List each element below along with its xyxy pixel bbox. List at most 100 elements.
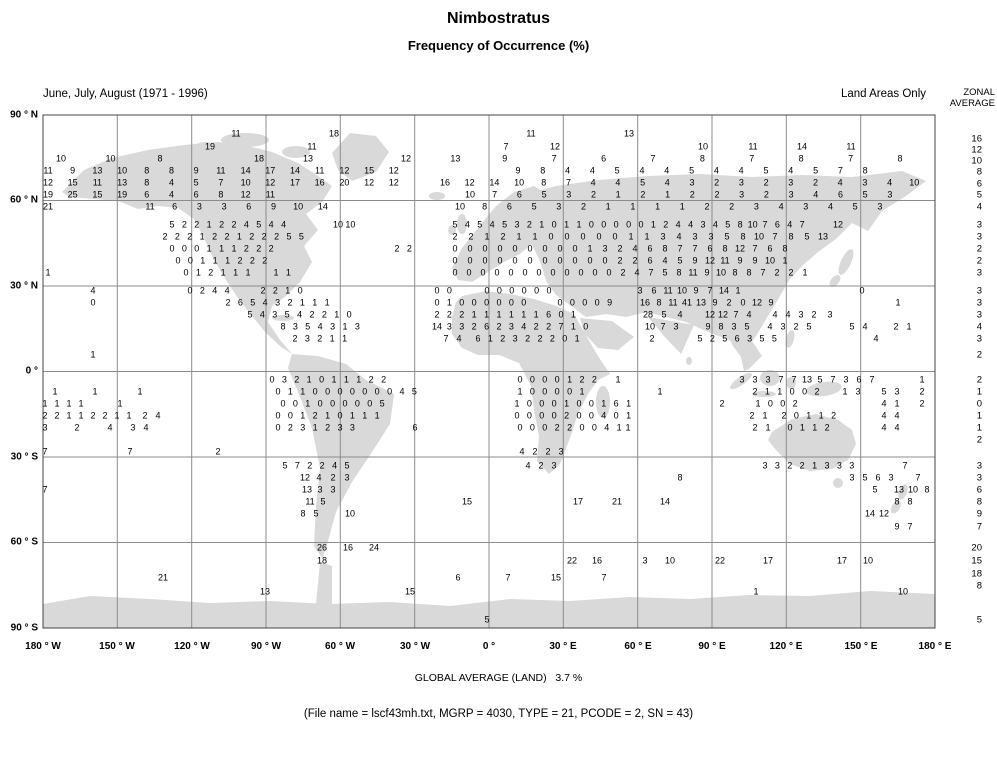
grid-value: 0 [349,386,355,397]
grid-value: 0 [496,285,502,296]
grid-value: 1 [312,297,318,308]
grid-value: 4 [813,189,819,200]
grid-value: 1 [615,189,621,200]
grid-value: 7 [902,460,908,471]
grid-value: 7 [778,374,784,385]
grid-value: 4 [632,243,638,254]
grid-value: 2 [774,267,780,278]
grid-value: 2 [617,243,623,254]
grid-value: 0 [514,410,520,421]
lat-tick-label: 60 ° N [10,194,38,206]
grid-value: 1 [616,422,622,433]
grid-value: 3 [708,231,714,242]
grid-value: 7 [692,243,698,254]
grid-value: 4 [881,410,887,421]
grid-value: 3 [888,472,894,483]
grid-value: 4 [837,177,843,188]
grid-value: 5 [452,219,458,230]
grid-value: 8 [907,496,913,507]
grid-value: 7 [648,267,654,278]
grid-value: 7 [707,285,713,296]
zonal-average-value: 3 [976,267,982,279]
grid-value: 2 [208,267,214,278]
grid-value: 0 [613,219,619,230]
grid-value: 0 [587,255,593,266]
grid-value: 4 [772,309,778,320]
grid-value: 3 [300,422,306,433]
grid-value: 6 [837,189,844,200]
map-border [42,114,936,629]
grid-value: 1 [245,267,251,278]
lon-tick-label: 60 ° E [624,641,652,652]
grid-value: 3 [689,177,695,188]
grid-value: 26 [316,542,328,553]
grid-value: 2 [162,231,168,242]
grid-value: 8 [662,243,668,254]
grid-value: 1 [206,243,212,254]
grid-value: 14 [864,508,876,519]
grid-value: 3 [344,472,350,483]
grid-value: 10 [664,555,676,566]
grid-value: 8 [540,165,546,176]
grid-value: 2 [381,374,387,385]
grid-value: 4 [168,189,175,200]
grid-value: 2 [325,422,331,433]
grid-value: 1 [516,231,522,242]
grid-value: 1 [626,398,632,409]
grid-value: 1 [66,398,72,409]
grid-value: 0 [317,398,323,409]
grid-value: 2 [142,410,148,421]
zonal-average-value: 3 [976,472,982,484]
grid-value: 13 [695,297,707,308]
grid-value: 0 [542,243,548,254]
grid-value: 0 [787,422,793,433]
lat-tick-label: 0 ° [25,365,38,377]
land-india [648,317,694,354]
grid-value: 0 [471,297,477,308]
grid-value: 0 [434,297,440,308]
grid-value: 10 [464,189,476,200]
grid-value: 5 [817,374,823,385]
land-arctic-islands [221,133,269,147]
grid-value: 0 [591,422,597,433]
grid-value: 4 [894,410,900,421]
grid-value: 0 [569,297,575,308]
grid-value: 8 [862,165,868,176]
grid-value: 4 [259,309,265,320]
grid-value: 2 [243,243,249,254]
grid-value: 3 [330,321,336,332]
grid-value: 5 [320,496,326,507]
grid-value: 1 [78,398,84,409]
grid-value: 1 [126,410,132,421]
grid-value: 6 [455,572,461,583]
grid-value: 2 [261,231,267,242]
grid-value: 2 [591,374,597,385]
grid-value: 19 [42,189,54,200]
grid-value: 8 [482,201,488,212]
grid-value: 16 [342,542,354,553]
grid-value: 2 [537,333,543,344]
grid-value: 10 [514,177,525,188]
grid-value: 2 [174,231,180,242]
grid-value: 4 [107,422,113,433]
grid-value: 2 [468,231,474,242]
grid-value: 9 [704,267,710,278]
grid-value: 1 [906,321,912,332]
grid-value: 11 [526,128,536,139]
grid-value: 17 [836,555,848,566]
grid-value: 1 [349,410,355,421]
grid-value: 7 [907,521,913,532]
lat-tick-label: 30 ° S [10,451,38,463]
grid-value: 1 [655,201,661,212]
grid-value: 13 [893,484,905,495]
grid-value: 0 [564,267,570,278]
zonal-average-value: 2 [976,434,982,446]
grid-value: 1 [325,410,331,421]
land-new-zealand [891,500,901,514]
grid-value: 7 [791,374,797,385]
grid-value: 0 [572,243,578,254]
grid-value: 0 [459,297,465,308]
grid-value: 0 [551,219,557,230]
grid-value: 0 [529,374,535,385]
zonal-average-value: 8 [976,580,982,592]
